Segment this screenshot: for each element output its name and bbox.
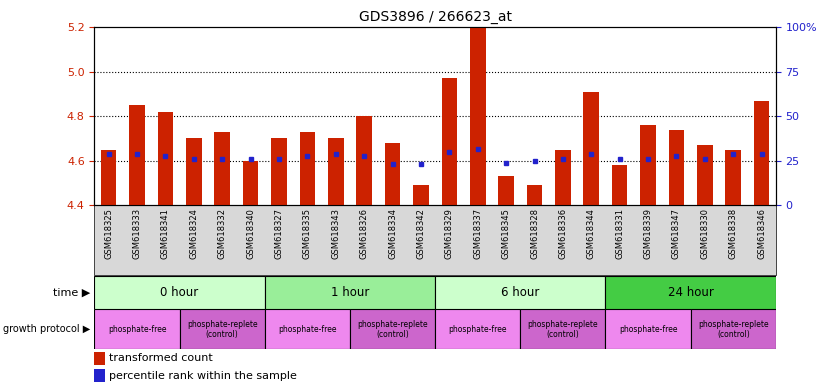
- Bar: [94, 352, 104, 365]
- Bar: [498, 176, 514, 205]
- Text: 1 hour: 1 hour: [331, 286, 369, 299]
- Bar: [328, 139, 343, 205]
- Bar: [435, 276, 606, 309]
- Bar: [435, 309, 521, 349]
- Bar: [214, 132, 230, 205]
- Text: transformed count: transformed count: [109, 353, 213, 363]
- Text: 0 hour: 0 hour: [160, 286, 199, 299]
- Bar: [186, 139, 202, 205]
- Text: phosphate-free: phosphate-free: [448, 325, 507, 334]
- Bar: [243, 161, 259, 205]
- Bar: [754, 101, 769, 205]
- Bar: [606, 276, 776, 309]
- Bar: [264, 309, 350, 349]
- Text: phosphate-replete
(control): phosphate-replete (control): [187, 319, 258, 339]
- Bar: [158, 112, 173, 205]
- Bar: [668, 129, 684, 205]
- Bar: [726, 150, 741, 205]
- Text: GDS3896 / 266623_at: GDS3896 / 266623_at: [359, 10, 511, 23]
- Bar: [521, 309, 606, 349]
- Bar: [385, 143, 401, 205]
- Bar: [350, 309, 435, 349]
- Text: phosphate-free: phosphate-free: [619, 325, 677, 334]
- Text: phosphate-replete
(control): phosphate-replete (control): [528, 319, 599, 339]
- Bar: [612, 165, 627, 205]
- Text: percentile rank within the sample: percentile rank within the sample: [109, 371, 297, 381]
- Bar: [640, 125, 656, 205]
- Bar: [470, 22, 485, 205]
- Bar: [356, 116, 372, 205]
- Bar: [697, 145, 713, 205]
- Bar: [413, 185, 429, 205]
- Bar: [271, 139, 287, 205]
- Bar: [690, 309, 776, 349]
- Text: 24 hour: 24 hour: [667, 286, 713, 299]
- Text: phosphate-replete
(control): phosphate-replete (control): [698, 319, 768, 339]
- Text: phosphate-replete
(control): phosphate-replete (control): [357, 319, 428, 339]
- Bar: [129, 105, 144, 205]
- Bar: [527, 185, 543, 205]
- Bar: [442, 78, 457, 205]
- Text: phosphate-free: phosphate-free: [278, 325, 337, 334]
- Text: phosphate-free: phosphate-free: [108, 325, 167, 334]
- Bar: [555, 150, 571, 205]
- Bar: [101, 150, 117, 205]
- Text: growth protocol ▶: growth protocol ▶: [3, 324, 90, 334]
- Bar: [94, 309, 180, 349]
- Bar: [264, 276, 435, 309]
- Bar: [606, 309, 690, 349]
- Bar: [300, 132, 315, 205]
- Bar: [180, 309, 264, 349]
- Bar: [94, 276, 264, 309]
- Text: 6 hour: 6 hour: [501, 286, 539, 299]
- Text: time ▶: time ▶: [53, 288, 90, 298]
- Bar: [584, 92, 599, 205]
- Bar: [94, 369, 104, 382]
